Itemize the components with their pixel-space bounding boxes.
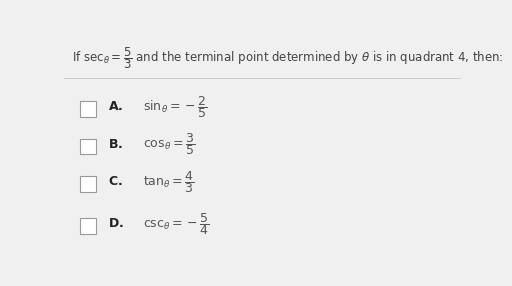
FancyBboxPatch shape <box>80 139 96 154</box>
FancyBboxPatch shape <box>80 218 96 234</box>
Text: $\mathrm{csc}_\theta = -\dfrac{5}{4}$: $\mathrm{csc}_\theta = -\dfrac{5}{4}$ <box>143 211 210 237</box>
Text: $\mathrm{cos}_\theta = \dfrac{3}{5}$: $\mathrm{cos}_\theta = \dfrac{3}{5}$ <box>143 132 196 157</box>
Text: $\mathbf{D.}$: $\mathbf{D.}$ <box>108 217 123 230</box>
Text: $\mathbf{C.}$: $\mathbf{C.}$ <box>108 175 122 188</box>
Text: If $\mathrm{sec}_\theta = \dfrac{5}{3}$ and the terminal point determined by $\t: If $\mathrm{sec}_\theta = \dfrac{5}{3}$ … <box>72 45 503 71</box>
Text: $\mathbf{A.}$: $\mathbf{A.}$ <box>108 100 123 114</box>
Text: $\mathbf{B.}$: $\mathbf{B.}$ <box>108 138 123 151</box>
Text: $\mathrm{sin}_\theta = -\dfrac{2}{5}$: $\mathrm{sin}_\theta = -\dfrac{2}{5}$ <box>143 94 208 120</box>
FancyBboxPatch shape <box>80 102 96 117</box>
Text: $\mathrm{tan}_\theta = \dfrac{4}{3}$: $\mathrm{tan}_\theta = \dfrac{4}{3}$ <box>143 169 195 195</box>
FancyBboxPatch shape <box>80 176 96 192</box>
